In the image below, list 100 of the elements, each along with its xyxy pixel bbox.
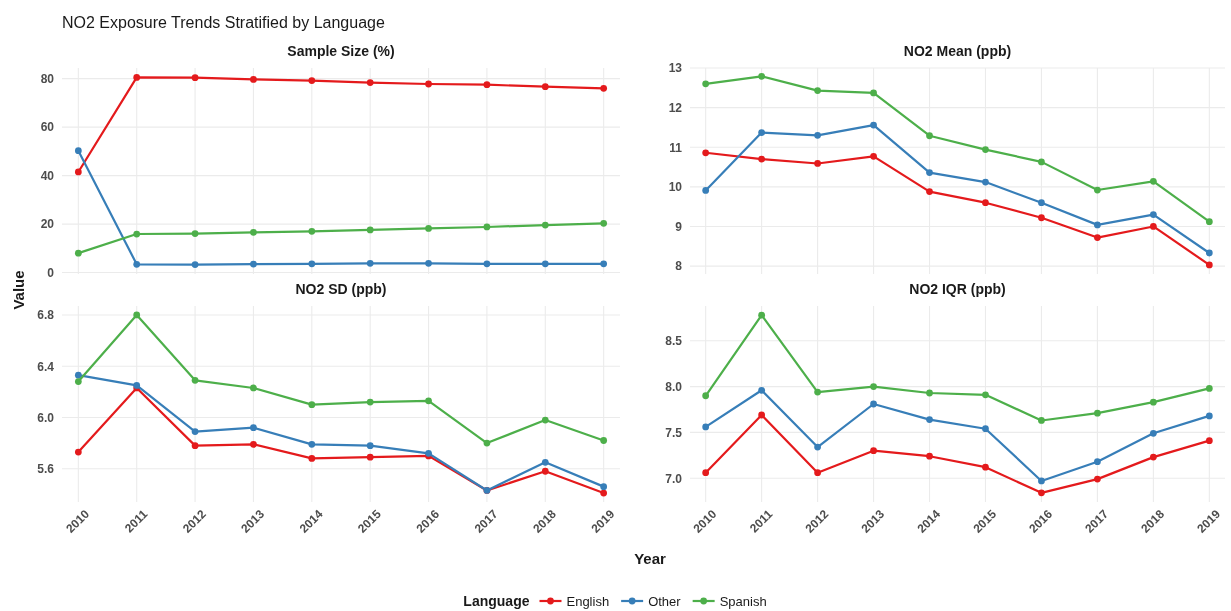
- point: [600, 437, 608, 444]
- point: [758, 72, 766, 80]
- point: [541, 416, 549, 424]
- chart-title: Sample Size (%): [287, 43, 395, 59]
- point: [191, 74, 199, 82]
- y-tick-label: 5.6: [37, 462, 55, 477]
- y-tick-label: 12: [668, 100, 683, 115]
- y-tick-label: 8.5: [665, 334, 683, 349]
- point: [600, 219, 608, 227]
- point: [366, 442, 374, 450]
- point: [1038, 417, 1045, 424]
- point: [870, 152, 877, 160]
- legend-label: Spanish: [719, 594, 767, 609]
- y-tick-label: 7.5: [665, 425, 683, 440]
- y-tick-label: 0: [47, 265, 55, 280]
- point: [1149, 211, 1157, 218]
- point: [1038, 158, 1045, 166]
- y-tick-label: 7.0: [665, 471, 683, 486]
- point: [1038, 489, 1045, 497]
- point: [982, 391, 989, 399]
- point: [541, 458, 549, 466]
- point: [1038, 214, 1045, 222]
- y-tick-label: 60: [40, 120, 55, 135]
- point: [926, 188, 933, 195]
- point: [814, 469, 821, 477]
- point: [702, 149, 710, 157]
- chart-title: NO2 IQR (ppb): [909, 281, 1006, 297]
- point: [926, 169, 933, 176]
- y-tick-label: 11: [669, 140, 683, 155]
- y-tick-label: 6.0: [37, 410, 55, 425]
- point: [1094, 186, 1101, 194]
- point: [1038, 477, 1045, 485]
- point: [702, 423, 710, 431]
- point: [600, 489, 608, 497]
- point: [1094, 234, 1101, 241]
- point: [702, 80, 710, 88]
- point: [1205, 385, 1213, 392]
- chart-title: NO2 SD (ppb): [295, 281, 387, 297]
- point: [133, 74, 141, 81]
- point: [1094, 458, 1101, 466]
- text: NO2 Exposure Trends Stratified by Language: [62, 14, 385, 31]
- point: [308, 260, 316, 268]
- point: [982, 425, 989, 433]
- point: [541, 221, 549, 229]
- point: [308, 455, 316, 462]
- point: [1094, 409, 1101, 417]
- point: [74, 168, 82, 176]
- point: [1149, 177, 1157, 185]
- point: [1094, 475, 1101, 483]
- point: [250, 384, 257, 392]
- point: [133, 260, 141, 268]
- point: [926, 389, 933, 397]
- point: [758, 129, 766, 136]
- point: [366, 226, 374, 234]
- point: [982, 146, 989, 153]
- point: [982, 178, 989, 186]
- point: [366, 79, 374, 86]
- point: [483, 260, 491, 268]
- point: [1205, 437, 1213, 445]
- point: [702, 469, 710, 477]
- point: [870, 121, 877, 129]
- y-tick-label: 10: [668, 180, 683, 195]
- point: [74, 378, 82, 385]
- y-tick-label: 80: [40, 72, 55, 86]
- point: [926, 132, 933, 140]
- point: [814, 131, 821, 139]
- y-tick-label: 8: [675, 259, 683, 274]
- point: [870, 383, 877, 390]
- point: [74, 448, 82, 456]
- point: [74, 147, 82, 155]
- point: [982, 463, 989, 471]
- point: [814, 443, 821, 451]
- y-tick-label: 13: [668, 61, 683, 76]
- point: [1149, 398, 1157, 406]
- point: [541, 467, 549, 475]
- point: [191, 261, 199, 268]
- legend-title: Language: [463, 593, 530, 609]
- point: [1038, 199, 1045, 207]
- point: [191, 442, 199, 450]
- point: [926, 452, 933, 460]
- point: [1205, 249, 1213, 257]
- point: [425, 80, 432, 88]
- point: [308, 227, 316, 235]
- point: [191, 230, 199, 237]
- point: [541, 83, 549, 91]
- legend-label: Other: [648, 594, 682, 609]
- point: [133, 311, 141, 319]
- y-axis-title: Value: [10, 270, 27, 310]
- point: [1205, 218, 1213, 226]
- point: [870, 447, 877, 455]
- point: [1205, 412, 1213, 420]
- point: [74, 371, 82, 379]
- y-tick-label: 20: [40, 217, 55, 232]
- legend-label: English: [566, 594, 610, 609]
- point: [1149, 453, 1157, 461]
- point: [425, 397, 432, 405]
- point: [250, 424, 257, 432]
- point: [600, 260, 608, 268]
- point: [814, 87, 821, 94]
- y-tick-label: 40: [40, 168, 55, 183]
